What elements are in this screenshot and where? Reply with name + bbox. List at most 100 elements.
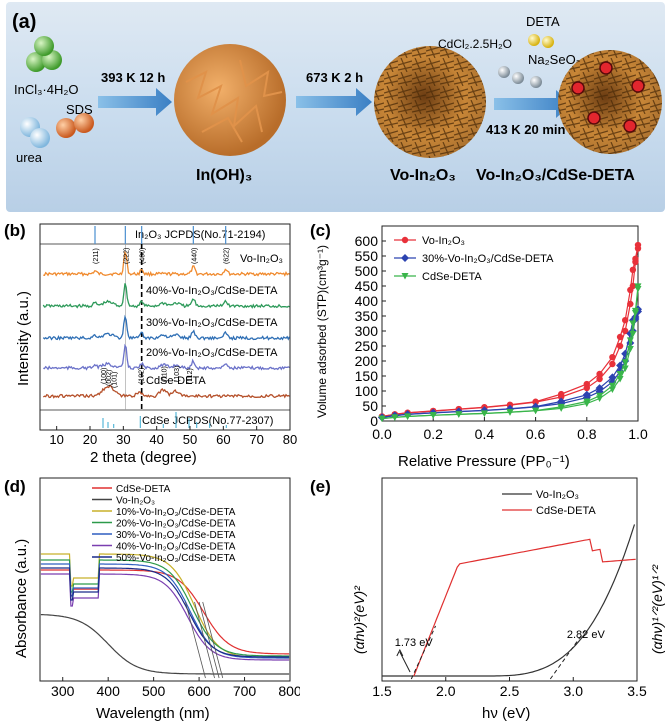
bet-legend-marker	[401, 236, 409, 244]
tauc-chart: (e) 1.5 2.0 2.5 3.0 3.5 1.73 eV 2.82 eV Vo-In…	[310, 477, 665, 722]
uvvis-xlabel: Wavelength (nm)	[96, 705, 210, 722]
panel-e-label: (e)	[310, 477, 331, 496]
bet-ytick-label: 400	[355, 293, 379, 309]
uvvis-series-line	[40, 569, 290, 655]
bet-point	[558, 390, 565, 398]
uvvis-legend-label: 20%-Vo-In₂O₃/CdSe-DETA	[116, 519, 236, 530]
xrd-series-line	[43, 343, 290, 371]
arrow-right-icon	[494, 90, 572, 118]
bet-point	[622, 317, 629, 324]
green-sphere-icon	[26, 52, 46, 72]
uvvis-edge-tangent	[198, 601, 220, 679]
bet-point	[404, 413, 412, 420]
xrd-xtick-label: 20	[83, 432, 97, 447]
arrow-up-icon	[396, 648, 404, 657]
bet-point	[627, 286, 634, 294]
xrd-xlabel: 2 theta (degree)	[90, 449, 197, 466]
xrd-xtick-label: 30	[116, 432, 130, 447]
bet-point	[621, 359, 629, 366]
uvvis-edge-tangent	[185, 601, 206, 679]
panel-d-label: (d)	[4, 477, 26, 496]
product2-label: Vo-In₂O₃	[390, 167, 456, 184]
tauc-xtick-label: 3.0	[564, 683, 584, 699]
xrd-xtick-label: 80	[283, 432, 297, 447]
grey-sphere-icon	[512, 72, 524, 84]
tauc-frame	[381, 477, 638, 682]
bet-point	[596, 392, 604, 400]
uvvis-edge-tangent	[202, 601, 224, 679]
bet-xtick-label: 0.2	[423, 426, 443, 442]
bet-ytick-label: 250	[355, 338, 379, 354]
step2-label: 673 K 2 h	[306, 70, 363, 85]
green-sphere-icon	[34, 36, 54, 56]
orange-sphere-icon	[74, 113, 94, 133]
uvvis-edge-tangent	[194, 601, 215, 679]
bet-xlabel: Relative Pressure (PP₀⁻¹)	[398, 453, 570, 470]
bet-point	[632, 255, 639, 263]
uvvis-series-line	[40, 567, 290, 658]
xrd-in2o3-hkl: (222)	[123, 248, 130, 264]
bet-point	[608, 373, 617, 382]
tauc-xlabel: hν (eV)	[482, 705, 530, 722]
bet-point	[634, 283, 642, 290]
bet-point	[609, 353, 616, 361]
bet-xtick-label: 0.4	[475, 426, 495, 442]
arrow-right-icon	[98, 88, 172, 116]
step1-label: 393 K 12 h	[101, 70, 165, 85]
bet-xtick-label: 0.6	[526, 426, 546, 442]
xrd-series-line	[42, 283, 290, 309]
panel-a-label: (a)	[12, 11, 36, 33]
bet-point	[582, 390, 591, 399]
vo-in2o3-particle-icon	[374, 46, 486, 158]
uvvis-legend-label: 50%-Vo-In₂O₃/CdSe-DETA	[116, 553, 236, 564]
bet-point	[480, 410, 488, 417]
bet-chart: (c) 0.0 0.2 0.4 0.6 0.8 1.0 050100150200250300…	[310, 221, 648, 470]
bet-point	[455, 411, 463, 418]
bet-point	[616, 370, 624, 378]
bet-ytick-label: 200	[355, 353, 379, 369]
tauc-xtick-label: 1.5	[372, 683, 392, 699]
bet-point	[629, 266, 637, 273]
synthesis-schematic: (a) InCl₃·4H₂O urea SDS 393 K 12 h In(OH…	[6, 2, 665, 212]
uvvis-frame	[39, 477, 291, 682]
xrd-in2o3-hkl: (622)	[224, 248, 231, 264]
bet-point	[608, 382, 616, 390]
bet-point	[506, 404, 514, 413]
bet-point	[609, 360, 616, 368]
bet-ylabel: Volume adsorbed (STP)(cm³g⁻¹)	[315, 245, 329, 418]
xrd-cdse-hkl: (102)	[138, 368, 145, 384]
xrd-cdse-hkl: (110)	[161, 366, 168, 382]
uvvis-xtick-label: 800	[278, 683, 300, 699]
bet-point	[629, 320, 637, 328]
bet-ytick-label: 50	[362, 398, 378, 414]
arrow-right-icon	[296, 88, 372, 116]
xrd-series-label: 20%-Vo-In₂O₃/CdSe-DETA	[146, 347, 278, 359]
tauc-xtick-label: 2.5	[500, 683, 520, 699]
bet-point	[557, 403, 565, 411]
tauc-series-line	[382, 524, 636, 677]
bet-ytick-label: 450	[355, 278, 379, 294]
composite-particle-icon	[558, 50, 662, 154]
xrd-in2o3-hkl: (400)	[140, 248, 147, 264]
tauc-annotation: 1.73 eV	[395, 637, 434, 649]
uvvis-series-line	[40, 573, 290, 661]
uvvis-xtick-label: 300	[51, 683, 75, 699]
tauc-ylabel-right: (αhν)¹ᐟ²(eV)¹ᐟ²	[649, 564, 665, 654]
reactant-urea: urea	[16, 150, 43, 165]
blue-sphere-icon	[30, 128, 50, 148]
bet-point	[629, 331, 637, 338]
bet-legend-marker	[401, 273, 409, 280]
bet-point	[378, 415, 386, 423]
xrd-cdse-hkl: (101)	[112, 372, 119, 388]
bet-legend-label: Vo-In₂O₃	[422, 235, 465, 247]
bet-point	[631, 307, 639, 315]
product3-label: Vo-In₂O₃/CdSe-DETA	[476, 167, 635, 184]
step3-label: 413 K 20 min	[486, 122, 566, 137]
bet-point	[634, 241, 642, 249]
bet-point	[626, 337, 634, 344]
uvvis-xtick-label: 700	[233, 683, 257, 699]
reactant-sds: SDS	[66, 102, 93, 117]
xrd-ylabel: Intensity (a.u.)	[15, 291, 32, 386]
bet-ytick-label: 500	[355, 263, 379, 279]
bet-point	[616, 333, 624, 341]
